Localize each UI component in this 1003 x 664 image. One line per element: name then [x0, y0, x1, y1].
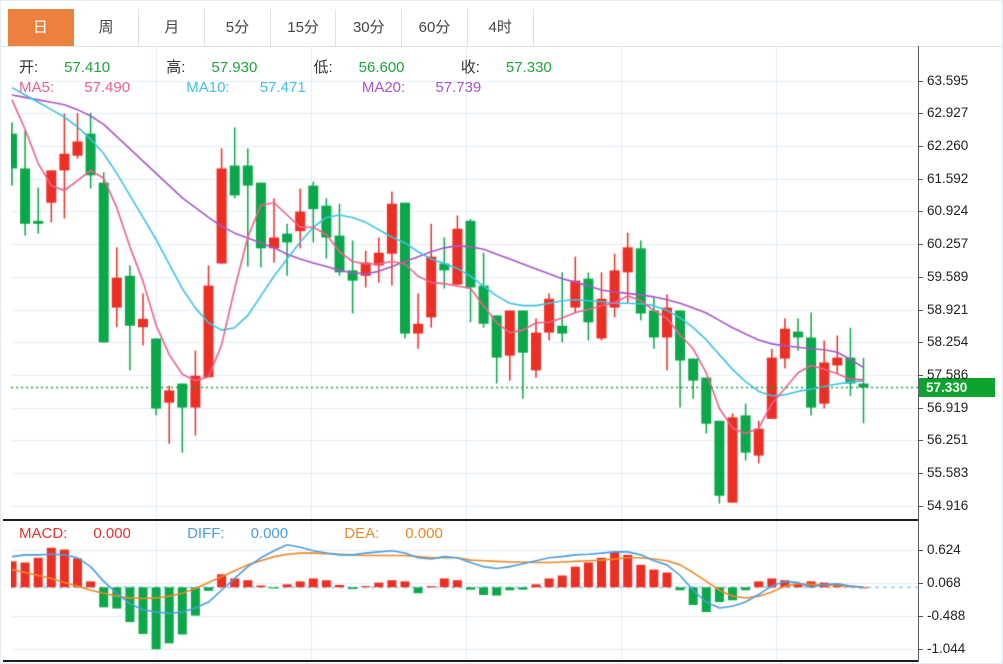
price-axis-label: 58.254 — [927, 334, 969, 350]
price-axis-label: 63.595 — [927, 72, 969, 88]
dea-value: 0.000 — [405, 525, 443, 542]
ma5-value: 57.490 — [84, 79, 131, 96]
price-axis-label: 55.583 — [927, 465, 969, 481]
ma10-label: MA10: — [186, 79, 230, 96]
price-axis-tick — [918, 113, 923, 115]
price-axis-tick — [918, 276, 923, 278]
price-axis-label: 56.251 — [927, 432, 969, 448]
low-value: 56.600 — [358, 59, 405, 76]
price-axis-label: 61.592 — [927, 170, 969, 186]
macd-axis-label: -1.044 — [927, 640, 966, 656]
macd-axis-tick — [918, 648, 923, 650]
price-axis: 57.330 63.595 62.927 62.260 61.592 60.924 60.… — [918, 47, 1002, 519]
current-price-badge: 57.330 — [919, 377, 995, 397]
price-axis-label: 60.257 — [927, 236, 969, 252]
ohlc-readout: 开: 57.410 高: 57.930 低: 56.600 收: 57.330 — [19, 56, 604, 77]
macd-chart[interactable] — [11, 520, 918, 660]
diff-value: 0.000 — [250, 525, 289, 542]
price-axis-label: 56.919 — [927, 399, 969, 415]
price-axis-tick — [918, 145, 923, 147]
macd-axis-tick — [918, 616, 923, 618]
price-axis-tick — [918, 473, 923, 475]
price-axis-label: 59.589 — [927, 268, 969, 284]
price-axis-label: 57.586 — [927, 366, 969, 382]
tab-5min[interactable]: 5分 — [205, 9, 271, 46]
price-axis-tick — [918, 178, 923, 180]
panel-divider — [3, 519, 918, 521]
axis-line — [918, 46, 919, 662]
macd-value: 0.000 — [93, 525, 131, 542]
macd-label: MACD: — [19, 525, 68, 542]
dea-label: DEA: — [344, 525, 380, 542]
open-label: 开: — [19, 59, 39, 76]
close-label: 收: — [460, 59, 480, 76]
high-label: 高: — [166, 59, 186, 76]
diff-label: DIFF: — [187, 525, 225, 542]
price-axis-tick — [918, 309, 923, 311]
price-axis-label: 62.260 — [927, 137, 969, 153]
tab-day[interactable]: 日 — [8, 9, 74, 46]
macd-axis-label: 0.068 — [927, 575, 961, 591]
macd-axis-label: 0.624 — [927, 542, 961, 558]
macd-axis-tick — [918, 550, 923, 552]
low-label: 低: — [313, 59, 333, 76]
bottom-divider — [3, 660, 918, 662]
tab-month[interactable]: 月 — [139, 9, 206, 46]
price-axis-tick — [918, 407, 923, 409]
ma10-value: 57.471 — [259, 79, 306, 96]
price-axis-label: 60.924 — [927, 203, 969, 219]
macd-axis: 0.624 0.068 -0.488 -1.044 — [918, 520, 1002, 660]
timeframe-tabs: 日 周 月 5分 15分 30分 60分 4时 — [8, 9, 534, 46]
tab-60min[interactable]: 60分 — [402, 9, 468, 46]
tab-week[interactable]: 周 — [73, 9, 140, 46]
header-divider — [1, 46, 1002, 47]
tab-4hour[interactable]: 4时 — [467, 9, 534, 46]
price-axis-tick — [918, 342, 923, 344]
ma20-label: MA20: — [361, 79, 406, 96]
price-axis-label: 58.921 — [927, 301, 969, 317]
price-axis-label: 54.916 — [927, 497, 969, 513]
open-value: 57.410 — [64, 59, 111, 76]
price-axis-label: 62.927 — [927, 105, 969, 121]
candlestick-chart[interactable] — [11, 47, 918, 519]
price-axis-tick — [918, 80, 923, 82]
price-axis-tick — [918, 374, 923, 376]
ma20-value: 57.739 — [435, 79, 482, 96]
price-axis-tick — [918, 440, 923, 442]
tab-30min[interactable]: 30分 — [336, 9, 403, 46]
tab-15min[interactable]: 15分 — [270, 9, 337, 46]
macd-axis-label: -0.488 — [927, 608, 966, 624]
close-value: 57.330 — [505, 59, 552, 76]
high-value: 57.930 — [211, 59, 258, 76]
price-axis-tick — [918, 244, 923, 246]
price-axis-tick — [918, 211, 923, 213]
macd-readout: MACD: 0.000 DIFF: 0.000 DEA: 0.000 — [19, 525, 495, 542]
price-axis-tick — [918, 505, 923, 507]
ma-readout: MA5: 57.490 MA10: 57.471 MA20: 57.739 — [19, 79, 533, 96]
macd-axis-tick — [918, 583, 923, 585]
ma5-label: MA5: — [19, 79, 55, 96]
